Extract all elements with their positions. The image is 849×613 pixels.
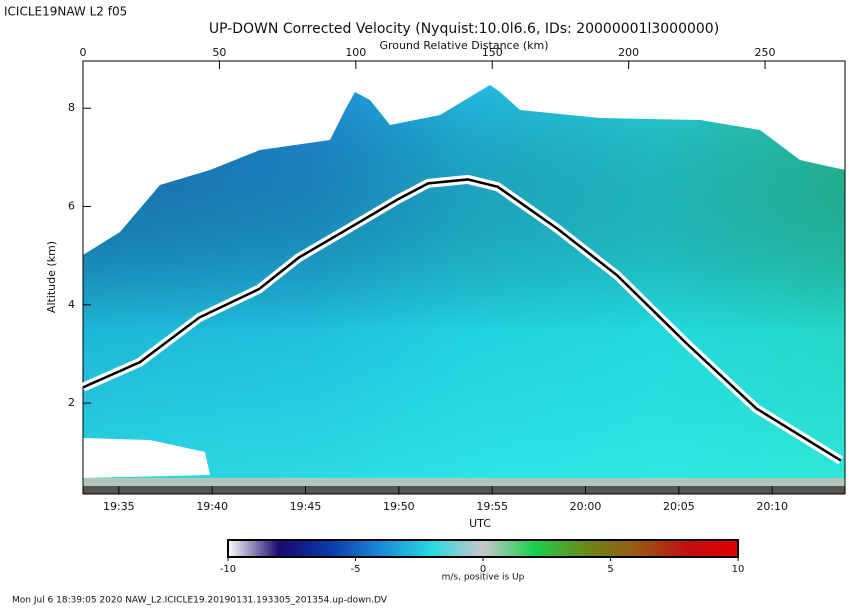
x2-tick-label: 0 <box>80 46 87 59</box>
colorbar-tick-label: -5 <box>351 564 361 575</box>
x-tick-label: 20:10 <box>756 500 788 513</box>
y-tick-label: 2 <box>68 396 75 409</box>
x-tick-label: 19:50 <box>383 500 415 513</box>
x2-tick-label: 100 <box>345 46 366 59</box>
x-tick-label: 20:05 <box>663 500 695 513</box>
y-tick-label: 8 <box>68 101 75 114</box>
chart-title: UP-DOWN Corrected Velocity (Nyquist:10.0… <box>209 21 719 37</box>
colorbar-tick-label: -10 <box>220 564 236 575</box>
header: ICICLE19NAW L2 f05 <box>4 5 127 19</box>
x2-tick-label: 200 <box>618 46 639 59</box>
x-tick-label: 19:45 <box>290 500 322 513</box>
colorbar-tick-label: 0 <box>480 564 486 575</box>
footer: Mon Jul 6 18:39:05 2020 NAW_L2.ICICLE19.… <box>12 596 388 606</box>
y-axis-label: Altitude (km) <box>45 241 58 313</box>
curtain <box>83 85 845 494</box>
y-tick-label: 4 <box>68 298 75 311</box>
x2-tick-label: 250 <box>755 46 776 59</box>
x-tick-label: 19:55 <box>476 500 508 513</box>
colorbar-tick-label: 10 <box>732 564 745 575</box>
plot-frame <box>82 60 846 495</box>
x2-tick-label: 50 <box>212 46 226 59</box>
x2-axis-label: Ground Relative Distance (km) <box>379 39 548 52</box>
x-axis-label: UTC <box>469 517 491 530</box>
x-tick-label: 19:35 <box>103 500 135 513</box>
x-tick-label: 19:40 <box>196 500 228 513</box>
colorbar-tick-label: 5 <box>607 564 613 575</box>
flight-track <box>82 178 842 462</box>
colorbar <box>227 539 739 558</box>
colorbar-label: m/s, positive is Up <box>442 573 525 583</box>
y-tick-label: 6 <box>68 199 75 212</box>
x-tick-label: 20:00 <box>570 500 602 513</box>
x2-tick-label: 150 <box>482 46 503 59</box>
